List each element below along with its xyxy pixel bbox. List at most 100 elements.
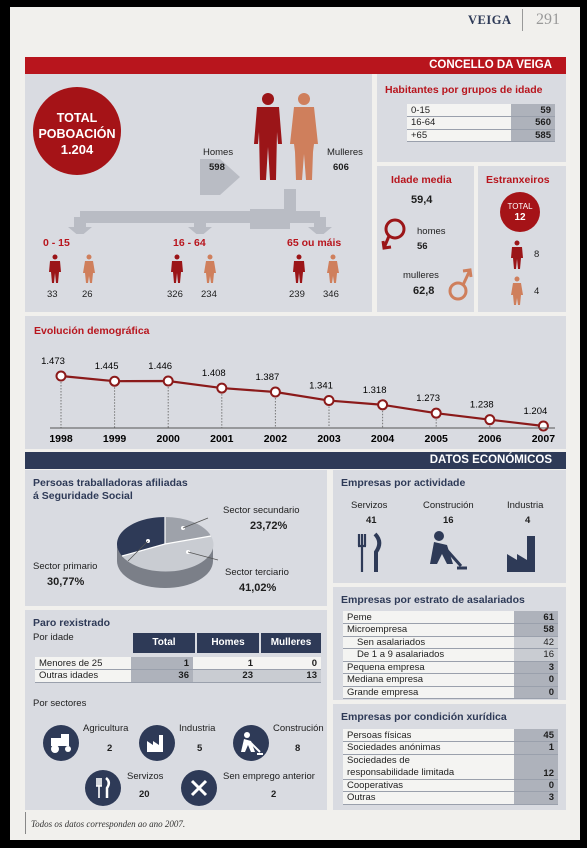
row-label: 0-15: [407, 104, 511, 117]
man-small-icon: [49, 254, 61, 283]
row-label: Pequena empresa: [343, 661, 514, 674]
actividade-label: Industria: [507, 500, 544, 511]
table-row: Sociedades de responsabilidade limitada 12: [343, 754, 558, 780]
homes-label: Homes: [203, 147, 234, 158]
row-value: 61: [514, 611, 558, 624]
series-line: [60, 374, 544, 428]
foreigners-men: 8: [534, 249, 540, 260]
data-label: 1.446: [148, 361, 172, 372]
table-row: Persoas físicas 45: [343, 729, 558, 742]
construction-icon: [430, 531, 467, 570]
paro-header-homes: Homes: [197, 633, 259, 653]
distribution-arrows: [68, 159, 332, 234]
age-groups-panel: Habitantes por grupos de idade 0-15 59 16…: [377, 74, 566, 162]
table-row: 0-15 59: [407, 104, 555, 117]
actividade-value: 41: [366, 515, 377, 526]
data-label: 1.473: [41, 356, 65, 367]
data-point: [269, 386, 281, 398]
estrato-title: Empresas por estrato de asalariados: [341, 594, 525, 606]
table-row: Peme 61: [343, 611, 558, 624]
actividade-value: 16: [443, 515, 454, 526]
data-point: [323, 395, 335, 407]
data-label: 1.387: [256, 372, 280, 383]
row-label: +65: [407, 129, 511, 142]
data-label: 1.204: [524, 406, 548, 417]
evolution-panel: Evolución demográfica 1.473 1998 1.445 1999…: [25, 316, 566, 449]
table-row: Grande empresa 0: [343, 686, 558, 699]
sector-value: 20: [139, 789, 150, 800]
paro-title: Paro rexistrado: [33, 617, 111, 629]
row-value: 3: [514, 661, 558, 674]
female-symbol-icon: [448, 268, 473, 301]
x-tick-label: 1999: [103, 433, 127, 445]
man-small-icon: [171, 254, 183, 283]
data-label: 1.341: [309, 381, 333, 392]
data-point: [55, 370, 67, 382]
row-label: Cooperativas: [343, 779, 514, 792]
row-value: 1: [193, 657, 257, 670]
table-row: Outras idades 36 23 13: [35, 669, 321, 683]
man-figure-icon: [254, 93, 282, 180]
data-point: [162, 375, 174, 387]
mean-age-mulleres-value: 62,8: [413, 285, 435, 297]
x-tick-label: 2003: [317, 433, 341, 445]
table-row: Sociedades anónimas 1: [343, 741, 558, 755]
paro-by-sector: Por sectores: [33, 698, 87, 709]
sec-label: Sector secundario: [223, 505, 300, 516]
evolution-chart: 1.473 1998 1.445 1999 1.446 2000 1.408 2001 1.38…: [41, 356, 555, 445]
sector-value: 2: [271, 789, 277, 800]
paro-header-mulleres: Mulleres: [261, 633, 321, 653]
population-panel: TOTAL POBOACIÓN 1.204 Homes 598 Mulleres…: [25, 74, 372, 312]
xuridica-panel: Empresas por condición xurídica Persoas …: [333, 704, 566, 810]
data-point: [537, 420, 549, 432]
group-label-2: 65 ou máis: [287, 237, 342, 249]
estrato-table: Peme 61 Microempresa 58 Sen asalariados 42 …: [343, 611, 558, 699]
foreigners-badge: TOTAL 12: [500, 192, 540, 232]
man-small-icon: [293, 254, 305, 283]
actividade-label: Servizos: [351, 500, 388, 511]
row-label: Grande empresa: [343, 686, 514, 699]
paro-table: Menores de 25 1 1 0 Outras idades 36 23 13: [35, 657, 321, 683]
chart-title: Evolución demográfica: [34, 325, 150, 337]
sector-value: 5: [197, 743, 203, 754]
afiliados-title-1: Persoas traballadoras afiliadas: [33, 477, 188, 489]
actividade-label: Construción: [423, 500, 474, 511]
woman-figure-icon: [290, 93, 318, 180]
x-tick-label: 2005: [425, 433, 449, 445]
row-label: Outras: [343, 791, 514, 805]
paro-by-age: Por idade: [33, 632, 74, 643]
group-label-0: 0 - 15: [43, 237, 70, 249]
row-value: 16: [514, 648, 558, 662]
x-tick-label: 1998: [49, 433, 73, 445]
row-value: 560: [511, 116, 555, 130]
xuridica-title: Empresas por condición xurídica: [341, 711, 507, 723]
paro-panel: Paro rexistrado Por idade Total Homes Mu…: [25, 610, 327, 810]
row-value: 585: [511, 129, 555, 142]
afiliados-panel: Persoas traballadoras afiliadas á Seguri…: [25, 470, 327, 606]
data-point: [430, 407, 442, 419]
group-0-women: 26: [82, 289, 93, 300]
row-label: Persoas físicas: [343, 729, 514, 742]
row-label: Peme: [343, 611, 514, 624]
foreigners-total-label: TOTAL: [507, 202, 533, 211]
row-label: Mediana empresa: [343, 673, 514, 687]
tractor-icon: [43, 725, 79, 761]
actividade-value: 4: [525, 515, 531, 526]
man-small-icon: [511, 240, 523, 269]
woman-small-icon: [83, 254, 95, 283]
total-label-1: TOTAL: [56, 111, 98, 125]
header-divider: [522, 9, 523, 31]
woman-small-icon: [327, 254, 339, 283]
table-row: Sen asalariados 42: [343, 636, 558, 649]
sector-label: Construción: [273, 723, 324, 734]
row-value: 12: [514, 754, 558, 780]
table-row: Microempresa 58: [343, 623, 558, 637]
group-1-women: 234: [201, 289, 217, 300]
sector-label: Agricultura: [83, 723, 129, 734]
row-label: 16-64: [407, 116, 511, 130]
ter-value: 41,02%: [239, 582, 277, 594]
sector-value: 2: [107, 743, 113, 754]
paro-header-total: Total: [133, 633, 195, 653]
table-row: 16-64 560: [407, 116, 555, 130]
mean-age-total: 59,4: [411, 194, 433, 206]
